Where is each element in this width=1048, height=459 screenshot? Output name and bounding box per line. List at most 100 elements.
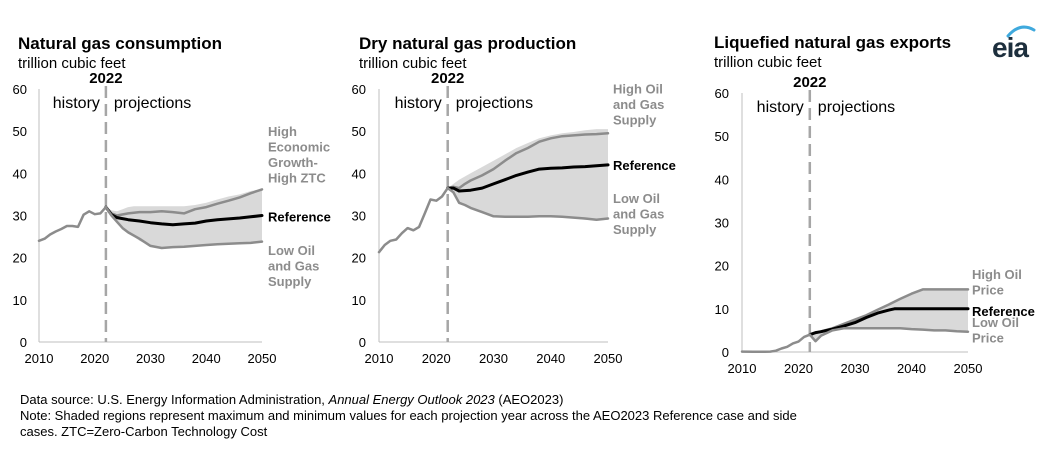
y-tick-label: 30 bbox=[352, 209, 366, 224]
series-label-line: Low Oil bbox=[613, 191, 660, 206]
y-tick-label: 10 bbox=[352, 293, 366, 308]
series-label-line: Low Oil bbox=[268, 243, 315, 258]
x-tick-label: 2050 bbox=[954, 361, 983, 376]
series-line-high-economic-growth-high-ztc bbox=[104, 188, 264, 217]
series-line-high-oil-and-gas-supply bbox=[446, 132, 610, 190]
series-label-line: Growth- bbox=[268, 155, 318, 170]
eia-logo-text: eia bbox=[992, 32, 1029, 63]
y-tick-label: 30 bbox=[13, 209, 27, 224]
history-label: history bbox=[53, 95, 100, 112]
series-label-line: High ZTC bbox=[268, 171, 326, 186]
eia-logo: eia bbox=[992, 24, 1040, 64]
series-label-line: and Gas bbox=[268, 258, 319, 273]
data-source-prefix: Data source: U.S. Energy Information Adm… bbox=[20, 392, 329, 407]
x-tick-label: 2020 bbox=[422, 351, 451, 366]
y-tick-label: 40 bbox=[352, 166, 366, 181]
x-tick-label: 2050 bbox=[594, 351, 623, 366]
series-label-low-oil-and-gas-supply: Low Oil and Gas Supply bbox=[613, 191, 664, 237]
y-tick-label: 60 bbox=[715, 86, 729, 101]
projection-range-band bbox=[105, 188, 263, 248]
x-tick-label: 2020 bbox=[80, 351, 109, 366]
x-tick-label: 2020 bbox=[784, 361, 813, 376]
series-line-reference bbox=[808, 307, 970, 337]
projections-label: projections bbox=[818, 99, 895, 116]
x-tick-label: 2010 bbox=[365, 351, 394, 366]
x-tick-label: 2040 bbox=[536, 351, 565, 366]
series-label-high-oil-price: High Oil Price bbox=[972, 267, 1022, 298]
y-tick-label: 60 bbox=[352, 82, 366, 97]
series-label-line: Reference bbox=[613, 158, 676, 173]
y-tick-label: 20 bbox=[352, 251, 366, 266]
series-label-line: Supply bbox=[613, 222, 657, 237]
data-source-line: Data source: U.S. Energy Information Adm… bbox=[20, 392, 920, 408]
y-tick-label: 0 bbox=[20, 335, 27, 350]
chart-title: Natural gas consumption bbox=[18, 34, 222, 53]
history-label: history bbox=[757, 99, 804, 116]
series-label-low-oil-and-gas-supply: Low Oil and Gas Supply bbox=[268, 243, 319, 289]
series-label-line: Price bbox=[972, 282, 1004, 297]
series-line-reference bbox=[104, 205, 264, 227]
projection-range-band bbox=[447, 129, 608, 221]
series-label-line: Price bbox=[972, 330, 1004, 345]
series-label-reference: Reference bbox=[268, 209, 331, 224]
chart-panel-2: Dry natural gas production trillion cubic… bbox=[352, 34, 676, 366]
x-tick-label: 2010 bbox=[728, 361, 757, 376]
series-label-line: Supply bbox=[613, 112, 657, 127]
series-label-line: Supply bbox=[268, 274, 312, 289]
divider-year-label: 2022 bbox=[793, 74, 826, 91]
chart-subtitle: trillion cubic feet bbox=[714, 54, 822, 71]
series-label-line: and Gas bbox=[613, 97, 664, 112]
series-label-line: and Gas bbox=[613, 206, 664, 221]
series-label-reference: Reference bbox=[972, 304, 1035, 319]
series-label-line: High Oil bbox=[613, 81, 663, 96]
series-line-low-oil-and-gas-supply bbox=[446, 186, 610, 221]
series-line-history bbox=[377, 186, 449, 254]
y-tick-label: 60 bbox=[13, 82, 27, 97]
chart-title: Dry natural gas production bbox=[359, 34, 576, 53]
series-label-low-oil-price: Low Oil Price bbox=[972, 315, 1019, 346]
divider-year-label: 2022 bbox=[431, 70, 464, 87]
series-label-line: Reference bbox=[972, 304, 1035, 319]
x-tick-label: 2030 bbox=[479, 351, 508, 366]
series-label-line: Reference bbox=[268, 209, 331, 224]
x-tick-label: 2030 bbox=[841, 361, 870, 376]
eia-logo-swoosh-icon bbox=[1006, 25, 1036, 38]
series-label-line: High Oil bbox=[972, 267, 1022, 282]
divider-year-label: 2022 bbox=[89, 70, 122, 87]
y-tick-label: 40 bbox=[13, 166, 27, 181]
data-source-title: Annual Energy Outlook 2023 bbox=[328, 392, 495, 407]
note-line-2: cases. ZTC=Zero-Carbon Technology Cost bbox=[20, 424, 268, 439]
x-tick-label: 2030 bbox=[136, 351, 165, 366]
y-tick-label: 10 bbox=[13, 293, 27, 308]
y-tick-label: 50 bbox=[352, 124, 366, 139]
y-tick-label: 0 bbox=[722, 345, 729, 360]
chart-panel-3: Liquefied natural gas exports trillion cu… bbox=[714, 33, 1035, 376]
y-tick-label: 10 bbox=[715, 302, 729, 317]
projections-label: projections bbox=[114, 95, 191, 112]
data-source-suffix: (AEO2023) bbox=[494, 392, 564, 407]
chart-title: Liquefied natural gas exports bbox=[714, 33, 951, 52]
chart-subtitle: trillion cubic feet bbox=[359, 55, 467, 72]
series-label-high-economic-growth-high-ztc: High Economic Growth-High ZTC bbox=[268, 124, 330, 186]
chart-panel-1: Natural gas consumption trillion cubic fe… bbox=[13, 34, 331, 366]
series-line-history bbox=[37, 205, 108, 243]
y-tick-label: 50 bbox=[715, 129, 729, 144]
series-label-high-oil-and-gas-supply: High Oil and Gas Supply bbox=[613, 81, 664, 127]
note-line-1: Note: Shaded regions represent maximum a… bbox=[20, 408, 797, 423]
series-line-reference bbox=[446, 163, 610, 193]
y-tick-label: 50 bbox=[13, 124, 27, 139]
x-tick-label: 2050 bbox=[248, 351, 277, 366]
chart-subtitle: trillion cubic feet bbox=[18, 55, 126, 72]
projection-range-band bbox=[809, 289, 968, 342]
y-tick-label: 0 bbox=[359, 335, 366, 350]
history-label: history bbox=[395, 95, 442, 112]
y-tick-label: 40 bbox=[715, 172, 729, 187]
y-tick-label: 20 bbox=[715, 259, 729, 274]
series-label-line: High bbox=[268, 124, 297, 139]
projections-label: projections bbox=[456, 95, 533, 112]
series-label-line: Economic bbox=[268, 140, 330, 155]
series-line-history bbox=[740, 333, 812, 354]
series-label-reference: Reference bbox=[613, 158, 676, 173]
y-tick-label: 20 bbox=[13, 251, 27, 266]
